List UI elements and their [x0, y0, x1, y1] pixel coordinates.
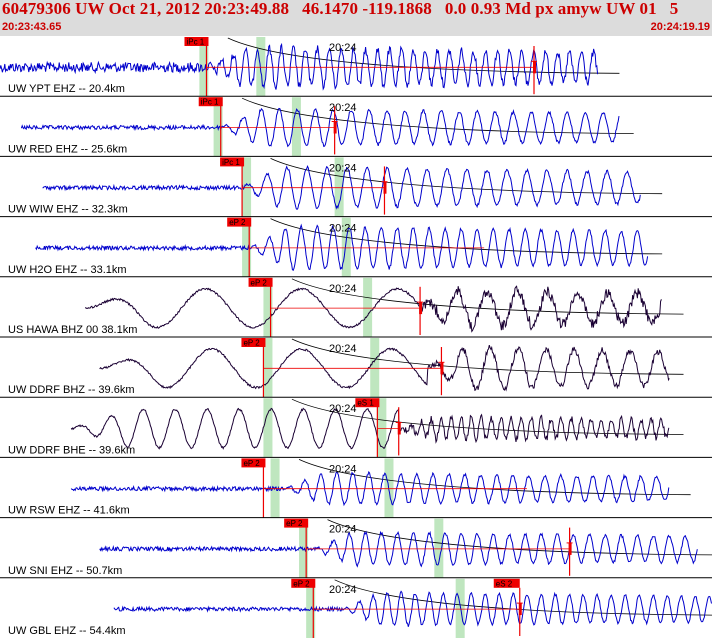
pick-label: eP 2	[243, 459, 260, 468]
pick-label: iPc 1	[222, 158, 240, 167]
channel-label: UW SNI EHZ -- 50.7km	[8, 565, 122, 577]
time-marker-label: 20:24	[329, 223, 357, 235]
waveform	[42, 164, 641, 210]
time-window-marker	[199, 37, 209, 97]
channel-label: UW YPT EHZ -- 20.4km	[8, 83, 125, 95]
time-window-marker	[263, 398, 273, 458]
time-window-marker	[377, 398, 387, 458]
trace-row[interactable]: eS 120:24 UW DDRF BHE -- 39.6km	[0, 396, 712, 458]
channel-label: US HAWA BHZ 00 38.1km	[8, 324, 137, 336]
pick-label: iPc 1	[186, 38, 204, 47]
time-marker-label: 20:24	[329, 403, 357, 415]
time-marker-label: 20:24	[329, 102, 357, 114]
time-marker-label: 20:24	[329, 42, 357, 54]
channel-label: UW DDRF BHE -- 39.6km	[8, 444, 135, 456]
traveltime-curve	[227, 37, 620, 74]
pick-label: eP 2	[286, 519, 303, 528]
seismogram-panel[interactable]: iPc 1 20:24 UW YPT EHZ -- 20.4km iPc 1 20:24…	[0, 36, 712, 638]
trace-row[interactable]: iPc 1 20:24 UW RED EHZ -- 25.6km	[0, 95, 712, 157]
time-window-marker	[299, 518, 309, 578]
time-window-marker	[455, 578, 465, 638]
s-pick-box	[397, 422, 401, 435]
time-marker-label: 20:24	[329, 463, 357, 475]
s-pick-box	[518, 603, 522, 616]
waveform	[0, 42, 599, 91]
pick-flag[interactable]	[291, 578, 316, 588]
pick-label: eS 1	[357, 399, 374, 408]
trace-row[interactable]: eP 2 20:24 UW DDRF BHZ -- 39.6km	[0, 336, 712, 398]
seismogram-traces[interactable]: iPc 1 20:24 UW YPT EHZ -- 20.4km iPc 1 20:24…	[0, 36, 712, 638]
time-window-marker	[242, 217, 252, 277]
trace-row[interactable]: iPc 1 20:24 UW YPT EHZ -- 20.4km	[0, 37, 620, 97]
event-title: 60479306 UW Oct 21, 2012 20:23:49.88 46.…	[2, 0, 679, 18]
pick-label: eP 2	[293, 579, 310, 588]
pick-flag[interactable]	[198, 97, 223, 107]
event-header: 60479306 UW Oct 21, 2012 20:23:49.88 46.…	[0, 0, 712, 36]
pick-label: eP 2	[229, 218, 246, 227]
traveltime-curve	[291, 338, 684, 375]
time-window-marker	[363, 277, 373, 337]
waveform	[35, 223, 649, 272]
trace-row[interactable]: eP 2 20:24 UW RSW EHZ -- 41.6km	[0, 456, 712, 518]
time-marker-label: 20:24	[329, 343, 357, 355]
time-window-marker	[263, 338, 273, 398]
pick-flag[interactable]	[248, 277, 273, 287]
time-window-marker	[341, 217, 351, 277]
waveform	[113, 590, 712, 627]
time-marker-label: 20:24	[329, 524, 357, 536]
trace-row[interactable]: eP 2 20:24 US HAWA BHZ 00 38.1km	[0, 276, 712, 337]
time-marker-label: 20:24	[329, 162, 357, 174]
pick-label: iPc 1	[201, 98, 219, 107]
channel-label: UW GBL EHZ -- 54.4km	[8, 625, 126, 637]
s-pick-box	[440, 362, 444, 375]
channel-label: UW DDRF BHZ -- 39.6km	[8, 384, 135, 396]
channel-label: UW WIW EHZ -- 32.3km	[8, 204, 128, 216]
waveform	[70, 470, 670, 507]
waveform	[99, 530, 698, 568]
pick-flag[interactable]	[355, 398, 380, 408]
traveltime-curve	[241, 97, 634, 134]
waveform	[84, 285, 662, 333]
channel-label: UW RED EHZ -- 25.6km	[8, 143, 127, 155]
pick-flag[interactable]	[220, 157, 245, 167]
traveltime-curve	[270, 218, 663, 255]
time-window-marker	[256, 37, 266, 97]
s-pick-box	[383, 181, 387, 194]
time-window-marker	[334, 157, 344, 217]
s-pick-box	[568, 542, 572, 555]
waveform	[70, 407, 670, 450]
pick-label: eS 2	[496, 579, 513, 588]
pick-flag[interactable]	[241, 338, 266, 347]
time-window-marker	[263, 277, 273, 337]
s-pick-box	[533, 61, 536, 74]
start-time-label: 20:23:43.65	[2, 21, 62, 33]
time-window-marker	[370, 338, 380, 398]
s-pick-box	[333, 121, 337, 134]
pick-label: eP 2	[251, 278, 268, 287]
end-time-label: 20:24:19.19	[650, 21, 710, 33]
pick-label: eP 2	[243, 339, 260, 348]
pick-flag[interactable]	[184, 37, 209, 46]
traveltime-curve	[298, 459, 691, 496]
channel-label: UW RSW EHZ -- 41.6km	[8, 505, 130, 517]
pick-flag[interactable]	[241, 458, 266, 468]
pick-flag[interactable]	[284, 518, 309, 528]
waveform	[20, 107, 620, 148]
time-window-marker	[242, 157, 252, 217]
trace-row[interactable]: eP 2 20:24 UW H2O EHZ -- 33.1km	[0, 216, 712, 277]
time-marker-label: 20:24	[329, 584, 357, 596]
time-window-marker	[434, 518, 444, 578]
trace-row[interactable]: iPc 1 20:24 UW WIW EHZ -- 32.3km	[0, 155, 712, 217]
pick-flag[interactable]	[493, 578, 520, 588]
trace-row[interactable]: eP 2 eS 2 20:24 UW GBL EHZ -- 54.4km	[0, 577, 712, 638]
time-window-marker	[291, 97, 301, 157]
time-marker-label: 20:24	[329, 283, 357, 295]
s-pick-box	[419, 302, 423, 315]
trace-row[interactable]: eP 2 20:24 UW SNI EHZ -- 50.7km	[0, 517, 712, 578]
waveform	[99, 344, 670, 392]
traveltime-curve	[291, 398, 684, 435]
pick-flag[interactable]	[227, 217, 252, 227]
channel-label: UW H2O EHZ -- 33.1km	[8, 264, 127, 276]
